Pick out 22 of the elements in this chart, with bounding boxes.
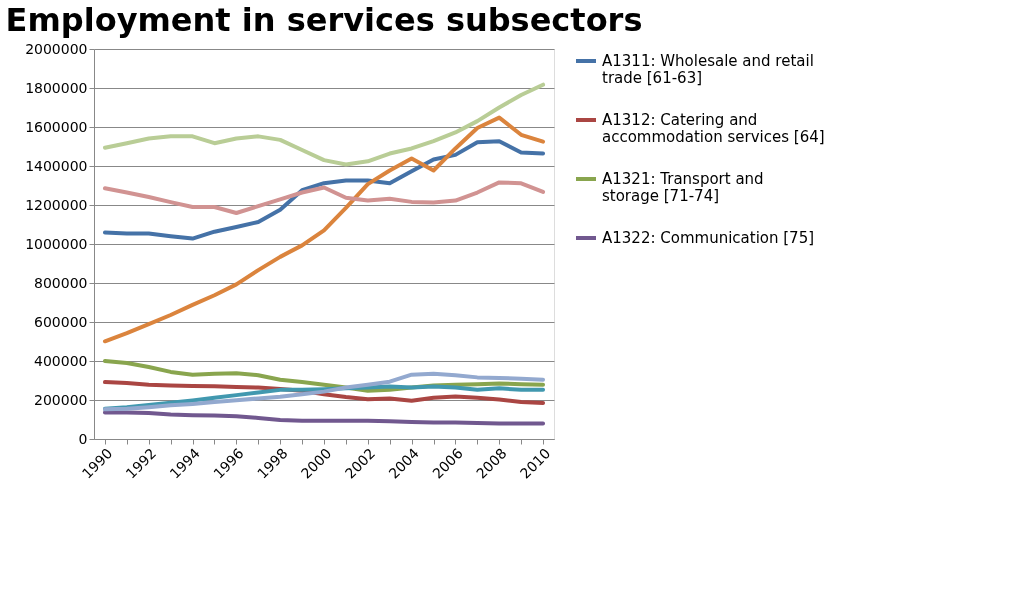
legend-label: A1322: Communication [75]: [602, 229, 815, 247]
y-tick-label: 1000000: [25, 235, 88, 252]
line-series: [102, 139, 546, 241]
y-tick-label: 1400000: [25, 157, 88, 174]
y-tick-label: 1200000: [25, 196, 88, 213]
line-series: [102, 371, 546, 412]
y-tick-label: 1800000: [25, 79, 88, 96]
legend-label: A1312: Catering and accommodation services [64]: [602, 111, 825, 146]
line-series: [102, 410, 546, 426]
y-tick-label: 200000: [34, 391, 88, 408]
y-tick-label: 1600000: [25, 118, 88, 135]
chart-title: Employment in services subsectors: [5, 1, 643, 39]
line-series: [102, 180, 546, 215]
legend-label: A1311: Wholesale and retail trade [61-63]: [602, 52, 814, 87]
line-series: [102, 115, 546, 344]
y-tick-label: 600000: [34, 313, 88, 330]
y-tick-label: 400000: [34, 352, 88, 369]
y-tick-label: 0: [78, 430, 88, 447]
legend-label: A1321: Transport and storage [71-74]: [602, 170, 764, 205]
y-tick-label: 800000: [34, 274, 88, 291]
line-series: [102, 82, 546, 167]
y-tick-label: 2000000: [25, 40, 88, 57]
